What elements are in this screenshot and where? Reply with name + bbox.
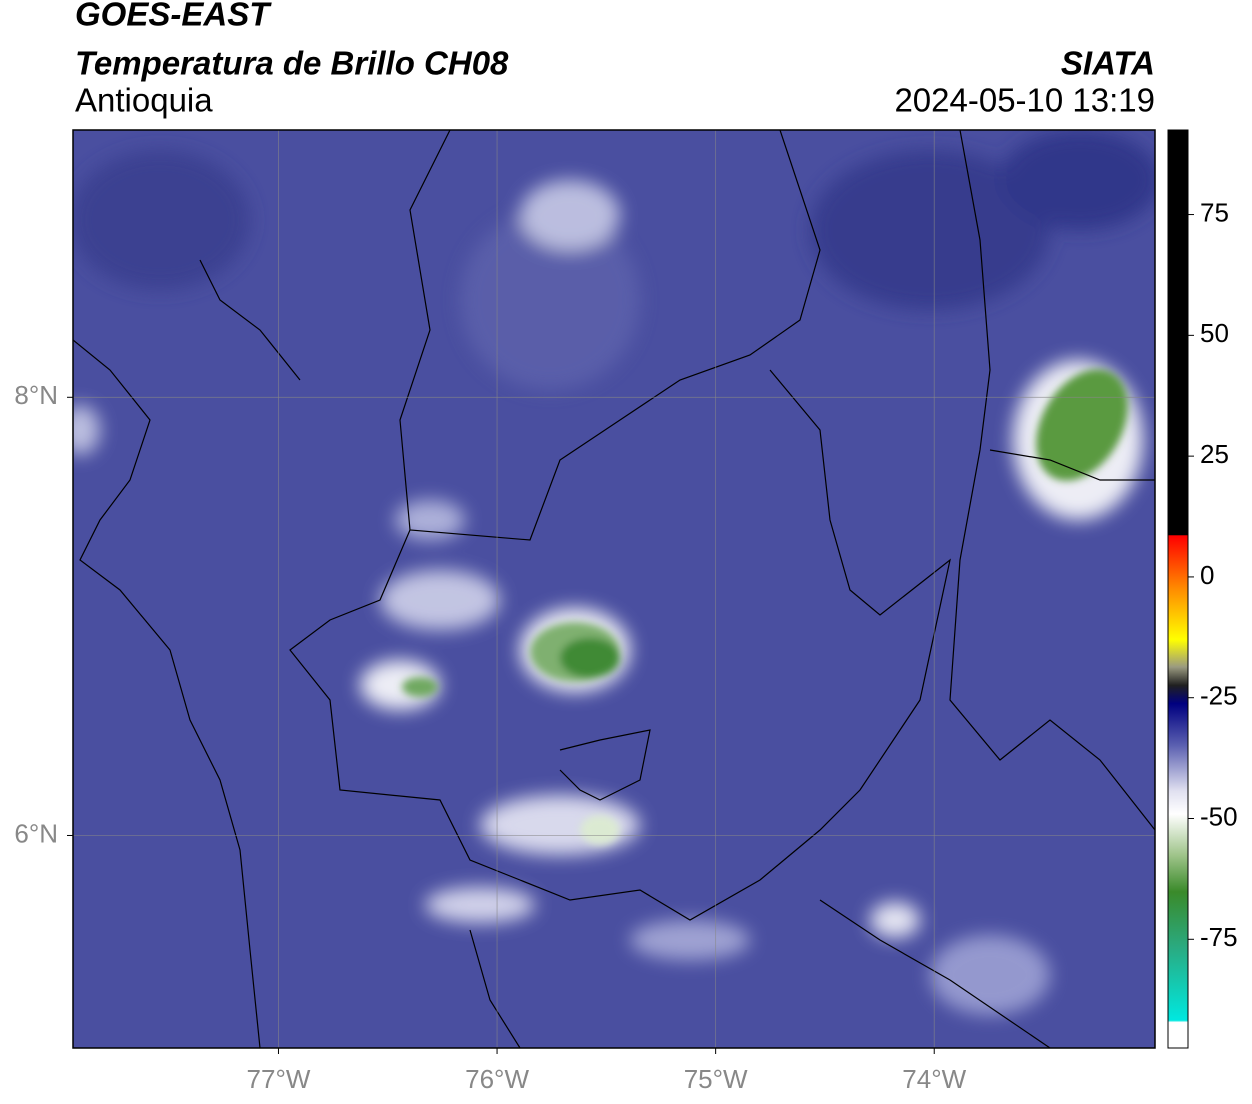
- source: SIATA: [1061, 45, 1155, 82]
- y-tick-label: 6°N: [14, 818, 58, 848]
- colorbar-tick-label: 0: [1200, 560, 1214, 590]
- graticule: [73, 130, 1155, 1048]
- x-tick-label: 77°W: [247, 1064, 311, 1094]
- colorbar-tick-label: 50: [1200, 318, 1229, 348]
- colorbar-tick-label: -50: [1200, 801, 1238, 831]
- colorbar-tick-label: 25: [1200, 439, 1229, 469]
- region: Antioquia: [75, 82, 213, 119]
- x-tick-label: 74°W: [902, 1064, 966, 1094]
- satellite-map: [73, 130, 1155, 1048]
- colorbar-tick-label: -75: [1200, 922, 1238, 952]
- colorbar: [1167, 129, 1189, 1049]
- x-tick-label: 75°W: [684, 1064, 748, 1094]
- x-tick-label: 76°W: [465, 1064, 529, 1094]
- datetime: 2024-05-10 13:19: [894, 82, 1155, 119]
- colorbar-tick-label: -25: [1200, 681, 1238, 711]
- title: GOES-EAST: [75, 0, 272, 33]
- subtitle: Temperatura de Brillo CH08: [75, 45, 509, 82]
- map-frame: [72, 129, 1156, 1049]
- colorbar-tick-label: 75: [1200, 197, 1229, 227]
- y-tick-label: 8°N: [14, 380, 58, 410]
